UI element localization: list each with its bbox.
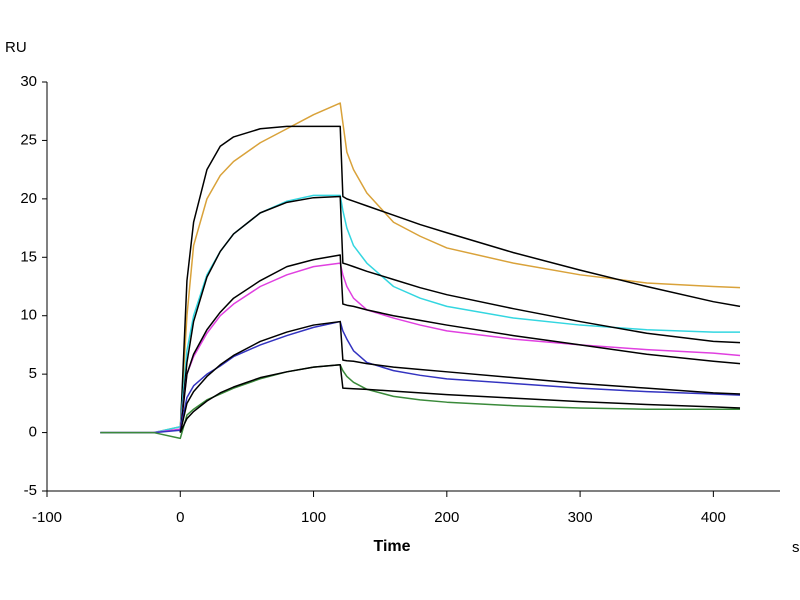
series-line	[179, 125, 741, 433]
x-axis-unit: s	[792, 539, 800, 556]
series-line	[179, 320, 741, 433]
y-tick-label: -5	[24, 482, 37, 499]
y-tick-label: 10	[20, 307, 37, 324]
x-tick-label: 400	[701, 509, 726, 526]
y-tick-label: 0	[29, 424, 37, 441]
y-tick-label: 15	[20, 248, 37, 265]
y-tick-label: 5	[29, 365, 37, 382]
series-line	[179, 254, 741, 433]
x-tick-label: 200	[434, 509, 459, 526]
x-tick-label: 300	[568, 509, 593, 526]
x-axis-label: Time	[373, 538, 410, 555]
x-tick-label: 100	[301, 509, 326, 526]
series-line	[179, 195, 741, 433]
y-tick-label: 20	[20, 190, 37, 207]
y-tick-label: 30	[20, 73, 37, 90]
y-tick-label: 25	[20, 131, 37, 148]
series-line	[179, 364, 741, 433]
x-tick-label: -100	[32, 509, 62, 526]
y-axis-label: RU	[5, 39, 27, 56]
x-tick-label: 0	[176, 509, 184, 526]
series-line	[100, 194, 741, 434]
series-line	[100, 102, 741, 434]
